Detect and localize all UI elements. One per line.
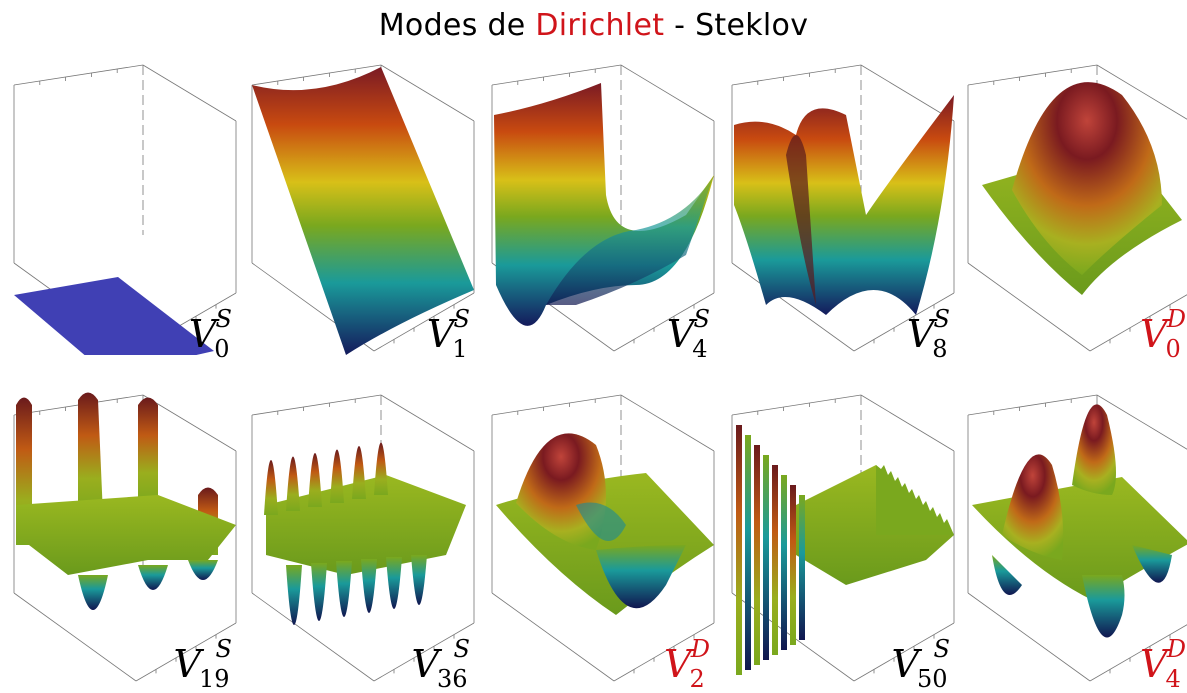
mode-panel: V0S <box>8 55 244 361</box>
mode-label-superscript: D <box>1166 305 1186 333</box>
surface-plot-svg <box>13 392 237 682</box>
mode-label-base: V <box>891 642 919 686</box>
mode-label-superscript: S <box>453 635 470 663</box>
mode-label-subscript: 0 <box>214 335 230 363</box>
mode-label-superscript: D <box>1166 635 1186 663</box>
mode-label: V50S <box>892 637 950 691</box>
mode-label-base: V <box>906 312 935 356</box>
title-highlight: Dirichlet <box>535 8 665 43</box>
mode-label: V0D <box>1140 307 1186 361</box>
mode-label: V8S <box>907 307 950 361</box>
mode-label-superscript: D <box>690 635 710 663</box>
mode-label-superscript: S <box>693 305 710 333</box>
mode-panel: V1S <box>246 55 482 361</box>
mode-label-base: V <box>173 642 201 686</box>
mode-label: V19S <box>174 637 232 691</box>
surface-plot-svg <box>491 64 715 352</box>
mode-label-base: V <box>411 642 439 686</box>
mode-label-superscript: S <box>453 305 470 333</box>
surface-plot <box>496 433 714 615</box>
mode-label-superscript: S <box>215 635 232 663</box>
surface-plot-svg <box>731 64 955 352</box>
mode-label-base: V <box>664 642 692 686</box>
mode-label-base: V <box>426 312 455 356</box>
mode-label-subscript: 4 <box>692 335 708 363</box>
mode-label: V36S <box>412 637 470 691</box>
mode-label-subscript: 0 <box>1165 335 1181 363</box>
mode-panel: V2D <box>486 385 722 691</box>
figure-title: Modes de Dirichlet - Steklov <box>0 8 1187 43</box>
surface-plot-svg <box>491 394 715 682</box>
mode-label-subscript: 8 <box>932 335 948 363</box>
mode-label-superscript: S <box>933 305 950 333</box>
surface-plot-svg <box>13 64 237 355</box>
mode-label: V4S <box>667 307 710 361</box>
surface-plot <box>252 67 474 355</box>
mode-label: V4D <box>1140 637 1186 691</box>
mode-label-subscript: 1 <box>452 335 468 363</box>
surface-plot <box>734 95 954 315</box>
mode-panel: V0D <box>962 55 1187 361</box>
title-suffix: - Steklov <box>664 8 809 43</box>
mode-label-subscript: 19 <box>199 665 230 693</box>
surface-plot-svg <box>251 64 475 355</box>
surface-plot-svg <box>251 394 475 682</box>
surface-plot <box>264 442 466 625</box>
mode-label-subscript: 2 <box>689 665 705 693</box>
surface-plot-svg <box>731 394 955 682</box>
surface-plot <box>972 404 1187 638</box>
mode-panel: V36S <box>246 385 482 691</box>
title-prefix: Modes de <box>378 8 536 43</box>
axis-box <box>13 394 237 682</box>
mode-panel: V4D <box>962 385 1187 691</box>
surface-plot <box>14 277 214 355</box>
mode-panel: V8S <box>726 55 962 361</box>
mode-label-subscript: 36 <box>437 665 468 693</box>
mode-label: V0S <box>189 307 232 361</box>
surface-plot <box>982 82 1182 295</box>
surface-plot <box>16 392 236 610</box>
mode-label-base: V <box>188 312 217 356</box>
mode-label-superscript: S <box>933 635 950 663</box>
mode-label-base: V <box>666 312 695 356</box>
mode-panel: V19S <box>8 385 244 691</box>
surface-plot-svg <box>967 394 1187 682</box>
surface-plot-svg <box>967 64 1187 352</box>
mode-panel: V4S <box>486 55 722 361</box>
mode-label-base: V <box>1140 312 1168 356</box>
mode-label-subscript: 4 <box>1165 665 1181 693</box>
mode-label-superscript: S <box>215 305 232 333</box>
axis-box <box>251 64 475 352</box>
mode-label-base: V <box>1140 642 1168 686</box>
mode-panel: V50S <box>726 385 962 691</box>
surface-plot <box>736 425 954 675</box>
surface-plot <box>494 83 714 326</box>
mode-label: V2D <box>664 637 710 691</box>
mode-label-subscript: 50 <box>917 665 948 693</box>
mode-label: V1S <box>427 307 470 361</box>
